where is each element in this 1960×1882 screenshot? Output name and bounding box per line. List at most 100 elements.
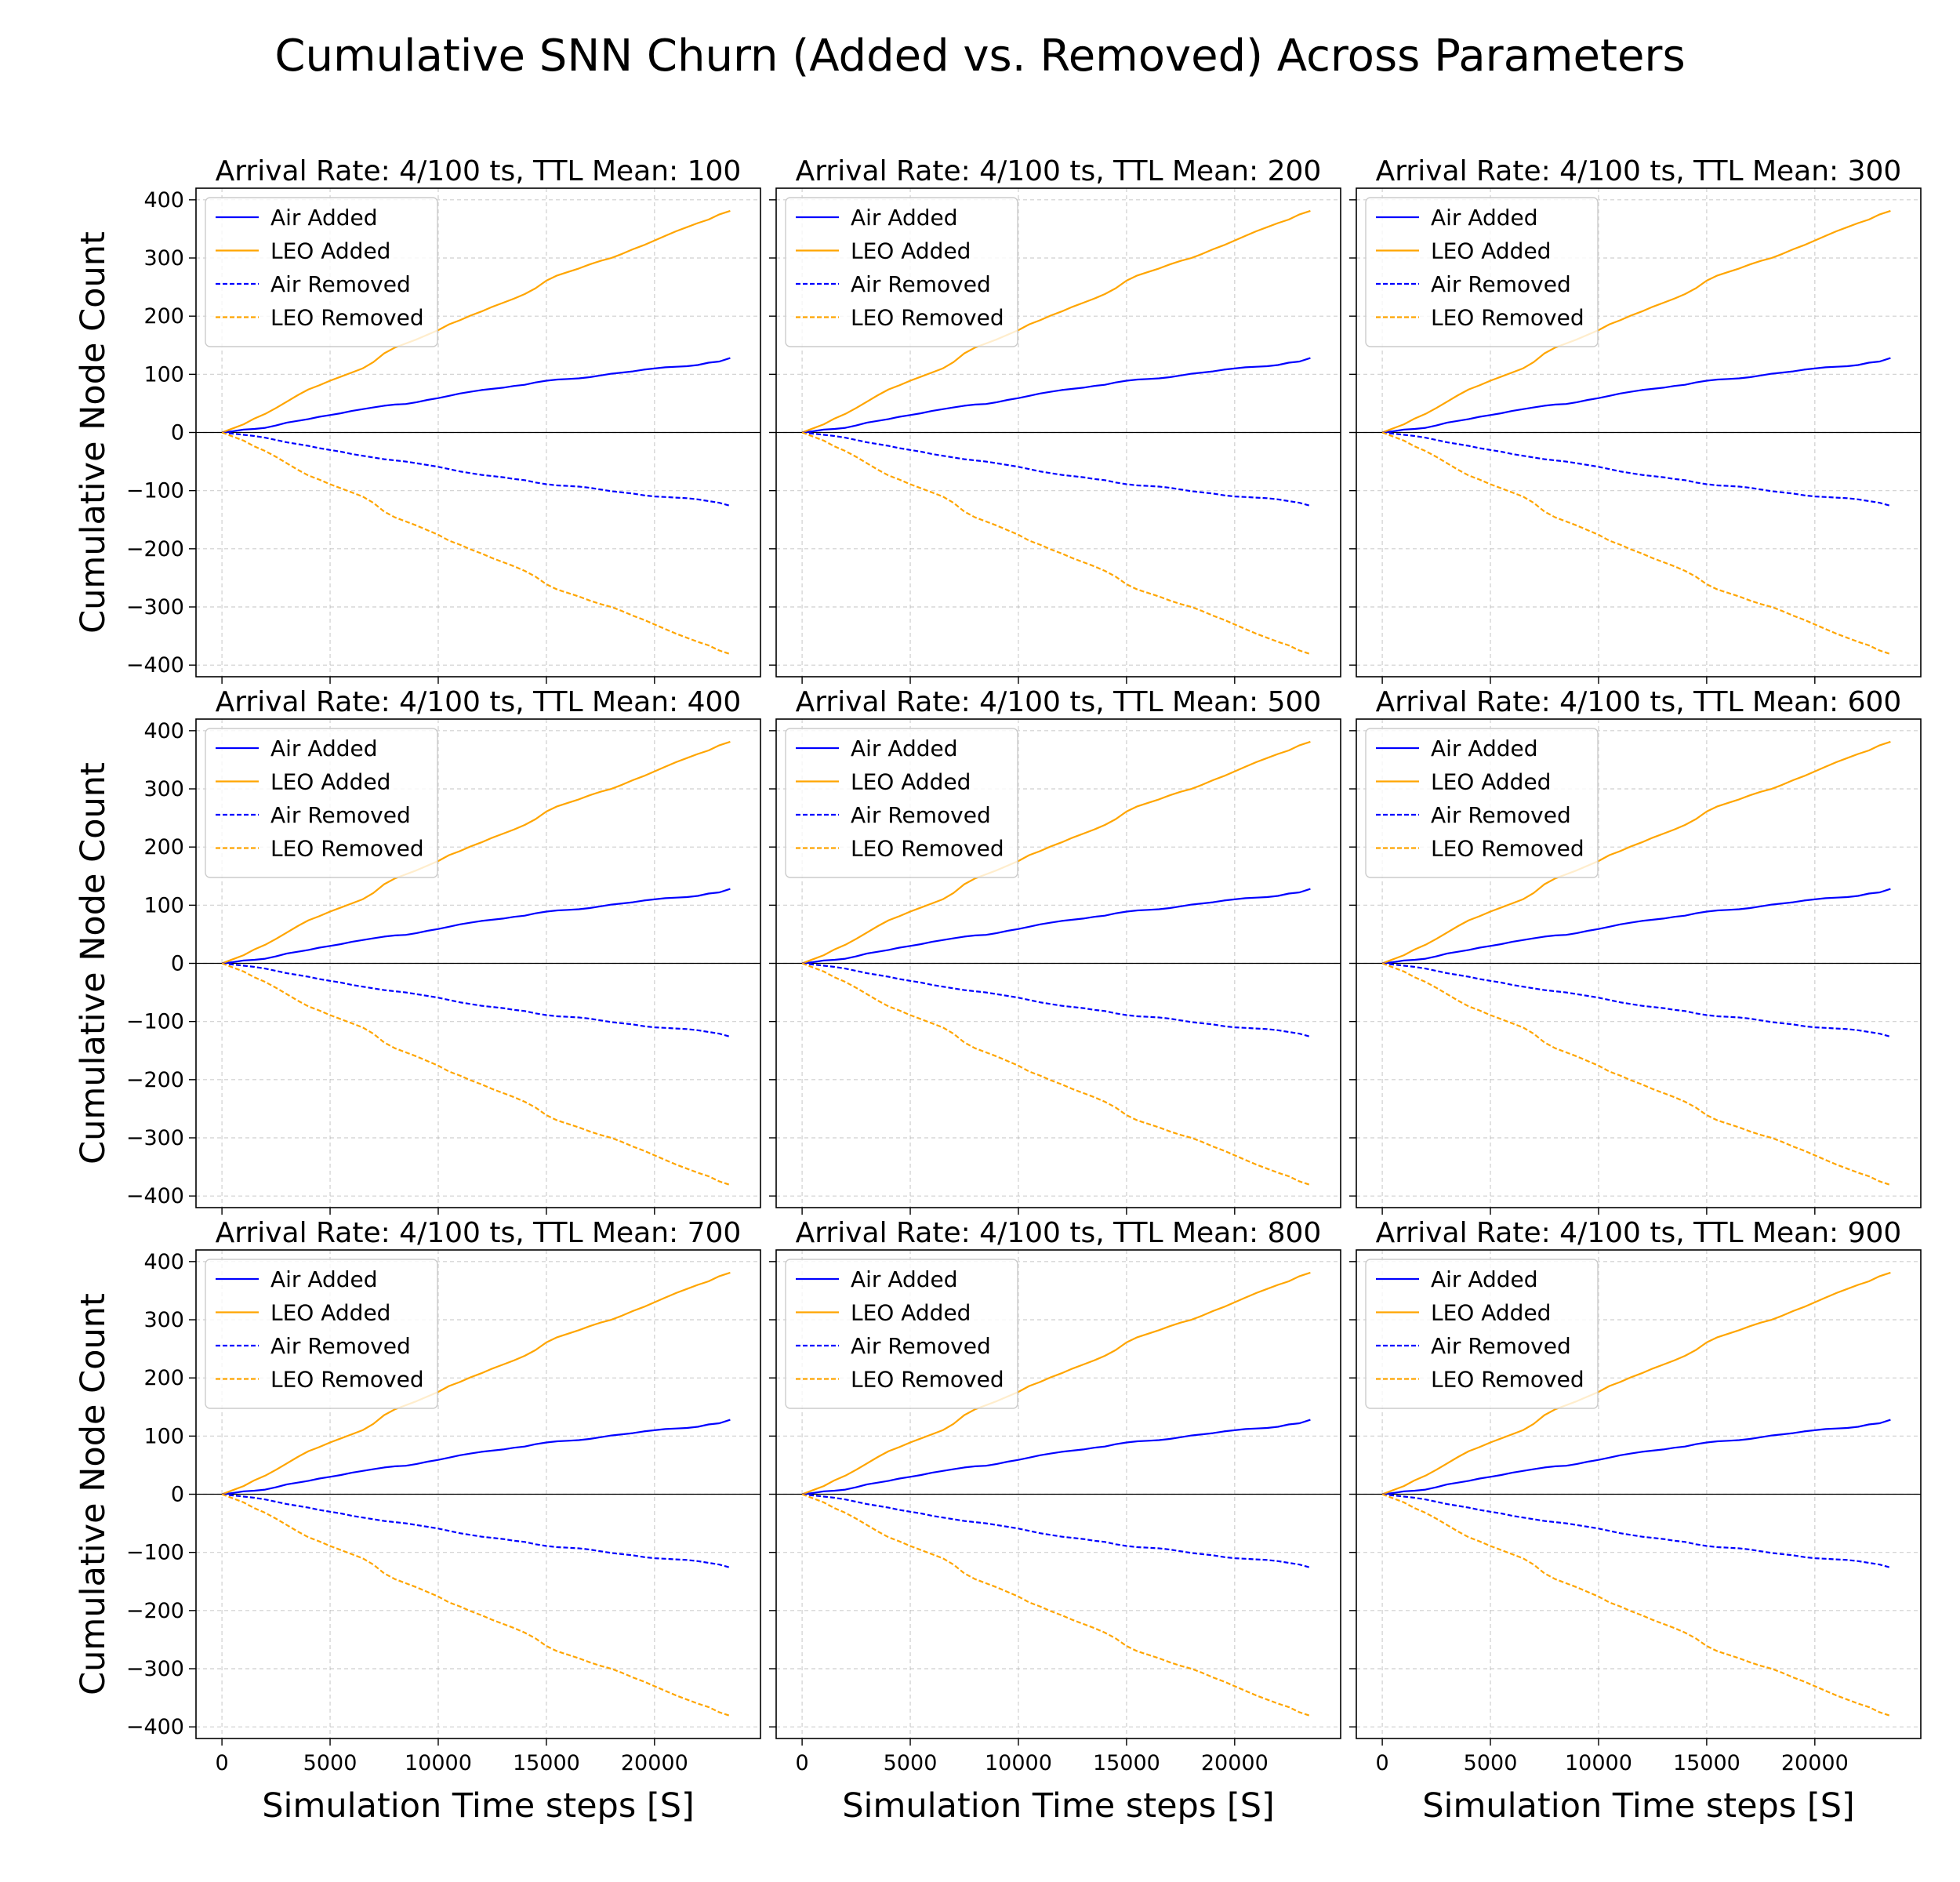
y-tick-label: 100 <box>143 1424 184 1448</box>
x-tick-label: 5000 <box>1464 1751 1518 1775</box>
series-line-leo-added <box>221 740 731 965</box>
y-tick-label: −300 <box>126 1126 184 1150</box>
series-line-air-added <box>1381 357 1891 434</box>
series-line-leo-added <box>801 209 1311 434</box>
y-tick-label: −200 <box>126 1599 184 1623</box>
legend-box <box>205 1259 438 1409</box>
subplot-title: Arrival Rate: 4/100 ts, TTL Mean: 400 <box>216 686 742 718</box>
y-tick-label: −400 <box>126 1715 184 1739</box>
legend-box <box>785 197 1018 347</box>
legend-label: Air Added <box>1431 1266 1538 1292</box>
series-line-air-added <box>1381 1419 1891 1495</box>
legend-label: Air Removed <box>270 271 411 297</box>
legend-label: LEO Added <box>270 1300 390 1326</box>
series-line-air-removed <box>801 431 1311 507</box>
x-axis-label: Simulation Time steps [S] <box>262 1786 695 1826</box>
y-tick-label: −400 <box>126 1184 184 1208</box>
legend-box <box>1365 728 1599 878</box>
legend-label: LEO Added <box>270 769 390 795</box>
y-tick-label: 300 <box>143 1308 184 1332</box>
series-line-air-added <box>1381 888 1891 965</box>
subplot-4: −400 −300 −200 −100 0 100 200 300 400 Arrival Rat… <box>74 686 761 1215</box>
y-tick-label: 300 <box>143 246 184 271</box>
y-tick-label: −100 <box>126 1541 184 1565</box>
legend-box <box>205 197 438 347</box>
series-line-leo-removed <box>221 1493 731 1717</box>
series-line-leo-removed <box>1381 431 1891 656</box>
x-tick-label: 15000 <box>1093 1751 1160 1775</box>
legend-label: Air Added <box>1431 205 1538 231</box>
legend: Air Added LEO Added Air Removed LEO Removed <box>1365 197 1599 347</box>
legend-label: Air Removed <box>1431 271 1571 297</box>
legend: Air Added LEO Added Air Removed LEO Removed <box>785 728 1018 878</box>
figure-title: Cumulative SNN Churn (Added vs. Removed)… <box>274 31 1685 82</box>
subplot-title: Arrival Rate: 4/100 ts, TTL Mean: 200 <box>796 155 1322 187</box>
series-line-air-removed <box>221 1493 731 1569</box>
series-line-leo-added <box>1381 740 1891 965</box>
y-tick-label: −100 <box>126 479 184 503</box>
subplot-title: Arrival Rate: 4/100 ts, TTL Mean: 900 <box>1376 1217 1902 1249</box>
subplot-title: Arrival Rate: 4/100 ts, TTL Mean: 700 <box>216 1217 742 1249</box>
legend: Air Added LEO Added Air Removed LEO Removed <box>1365 1259 1599 1409</box>
legend-label: Air Removed <box>1431 802 1571 828</box>
subplot-6: Arrival Rate: 4/100 ts, TTL Mean: 600 Air… <box>1349 686 1922 1215</box>
subplot-9: 0 5000 10000 15000 20000 Arrival Rate: 4/100 … <box>1349 1217 1922 1826</box>
legend-box <box>205 728 438 878</box>
y-tick-label: 400 <box>143 1250 184 1274</box>
subplot-grid: −400 −300 −200 −100 0 100 200 300 400 Arrival Rat… <box>74 155 1922 1826</box>
series-line-leo-added <box>801 1271 1311 1495</box>
series-line-leo-removed <box>801 1493 1311 1717</box>
x-tick-label: 5000 <box>303 1751 358 1775</box>
subplot-title: Arrival Rate: 4/100 ts, TTL Mean: 600 <box>1376 686 1902 718</box>
legend-label: LEO Added <box>851 1300 971 1326</box>
y-tick-label: 200 <box>143 304 184 329</box>
y-tick-label: 0 <box>171 421 184 445</box>
series-line-air-removed <box>1381 962 1891 1038</box>
legend-label: LEO Removed <box>1431 305 1584 331</box>
x-tick-label: 0 <box>796 1751 809 1775</box>
legend: Air Added LEO Added Air Removed LEO Removed <box>785 197 1018 347</box>
x-tick-label: 10000 <box>985 1751 1052 1775</box>
y-tick-label: −300 <box>126 595 184 619</box>
legend-label: LEO Added <box>1431 769 1551 795</box>
legend-label: Air Added <box>851 205 958 231</box>
x-tick-label: 5000 <box>884 1751 938 1775</box>
legend-label: Air Removed <box>270 1333 411 1359</box>
subplot-5: Arrival Rate: 4/100 ts, TTL Mean: 500 Air… <box>769 686 1341 1215</box>
legend: Air Added LEO Added Air Removed LEO Removed <box>205 1259 438 1409</box>
y-tick-label: 0 <box>171 1483 184 1507</box>
x-tick-label: 20000 <box>1201 1751 1269 1775</box>
series-line-air-added <box>801 888 1311 965</box>
y-tick-label: −200 <box>126 1068 184 1092</box>
series-line-leo-added <box>1381 209 1891 434</box>
legend-label: Air Added <box>851 1266 958 1292</box>
y-tick-label: 0 <box>171 952 184 976</box>
legend-label: LEO Removed <box>270 1367 424 1393</box>
y-tick-label: 200 <box>143 835 184 859</box>
series-line-air-added <box>221 888 731 965</box>
legend-label: LEO Removed <box>1431 836 1584 862</box>
y-tick-label: 200 <box>143 1366 184 1390</box>
legend-label: LEO Removed <box>270 305 424 331</box>
legend-box <box>785 1259 1018 1409</box>
series-line-leo-added <box>801 740 1311 965</box>
series-line-leo-removed <box>221 962 731 1186</box>
series-line-leo-removed <box>221 431 731 656</box>
legend-label: LEO Removed <box>851 305 1004 331</box>
legend-label: LEO Removed <box>851 1367 1004 1393</box>
series-line-air-removed <box>801 1493 1311 1569</box>
legend-label: LEO Removed <box>270 836 424 862</box>
legend-box <box>1365 197 1599 347</box>
legend-label: Air Added <box>851 736 958 761</box>
legend-label: Air Removed <box>851 1333 991 1359</box>
x-tick-label: 10000 <box>1565 1751 1632 1775</box>
x-axis-label: Simulation Time steps [S] <box>842 1786 1275 1826</box>
series-line-air-removed <box>221 431 731 507</box>
legend-label: LEO Added <box>1431 238 1551 264</box>
subplot-title: Arrival Rate: 4/100 ts, TTL Mean: 800 <box>796 1217 1322 1249</box>
series-line-air-added <box>801 1419 1311 1495</box>
y-axis-label: Cumulative Node Count <box>74 762 113 1164</box>
y-tick-label: 300 <box>143 777 184 801</box>
legend-label: LEO Added <box>270 238 390 264</box>
